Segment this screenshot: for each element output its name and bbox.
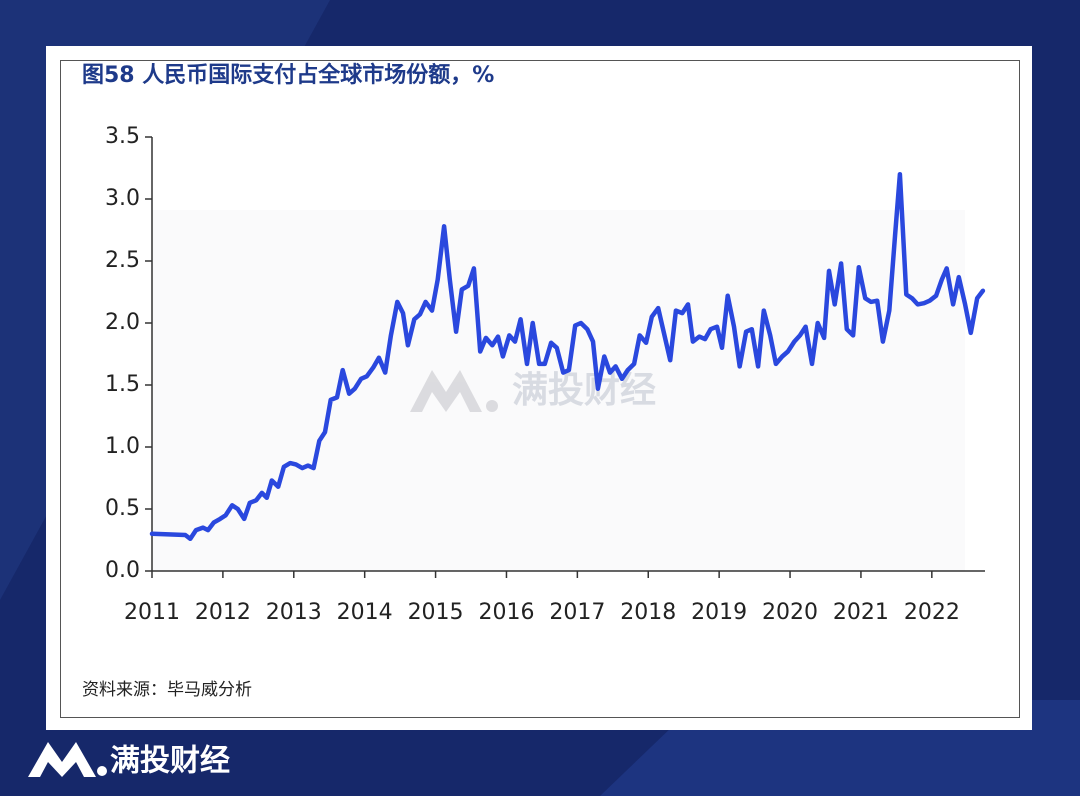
x-tick-label: 2011 <box>124 600 180 625</box>
x-tick-label: 2020 <box>762 600 818 625</box>
brand-logo <box>28 742 107 777</box>
x-tick-label: 2014 <box>337 600 393 625</box>
source-note: 资料来源：毕马威分析 <box>82 680 252 700</box>
y-tick-label: 3.0 <box>105 186 140 211</box>
x-tick-label: 2018 <box>620 600 676 625</box>
x-tick-label: 2019 <box>691 600 747 625</box>
x-tick-label: 2013 <box>266 600 322 625</box>
y-tick-label: 3.5 <box>105 124 140 149</box>
y-tick-label: 1.5 <box>105 372 140 397</box>
y-tick-label: 0.0 <box>105 558 140 583</box>
x-tick-label: 2017 <box>549 600 605 625</box>
x-tick-label: 2016 <box>478 600 534 625</box>
watermark-logo <box>410 370 498 412</box>
card-border <box>60 60 1020 718</box>
x-tick-label: 2021 <box>833 600 889 625</box>
y-tick-label: 2.5 <box>105 248 140 273</box>
x-tick-label: 2012 <box>195 600 251 625</box>
x-tick-label: 2022 <box>904 600 960 625</box>
watermark: 满投财经 <box>512 370 656 411</box>
data-line <box>149 171 986 542</box>
y-tick-label: 2.0 <box>105 310 140 335</box>
x-tick-label: 2015 <box>408 600 464 625</box>
brand-name: 满投财经 <box>110 744 230 779</box>
y-tick-label: 1.0 <box>105 434 140 459</box>
plot: 0.0 0.5 1.0 1.5 2.0 2.5 3.0 3.5 2011 2012 2013 2014… <box>105 124 986 625</box>
chart-title: 图58 人民币国际支付占全球市场份额，% <box>82 62 494 88</box>
y-tick-label: 0.5 <box>105 496 140 521</box>
